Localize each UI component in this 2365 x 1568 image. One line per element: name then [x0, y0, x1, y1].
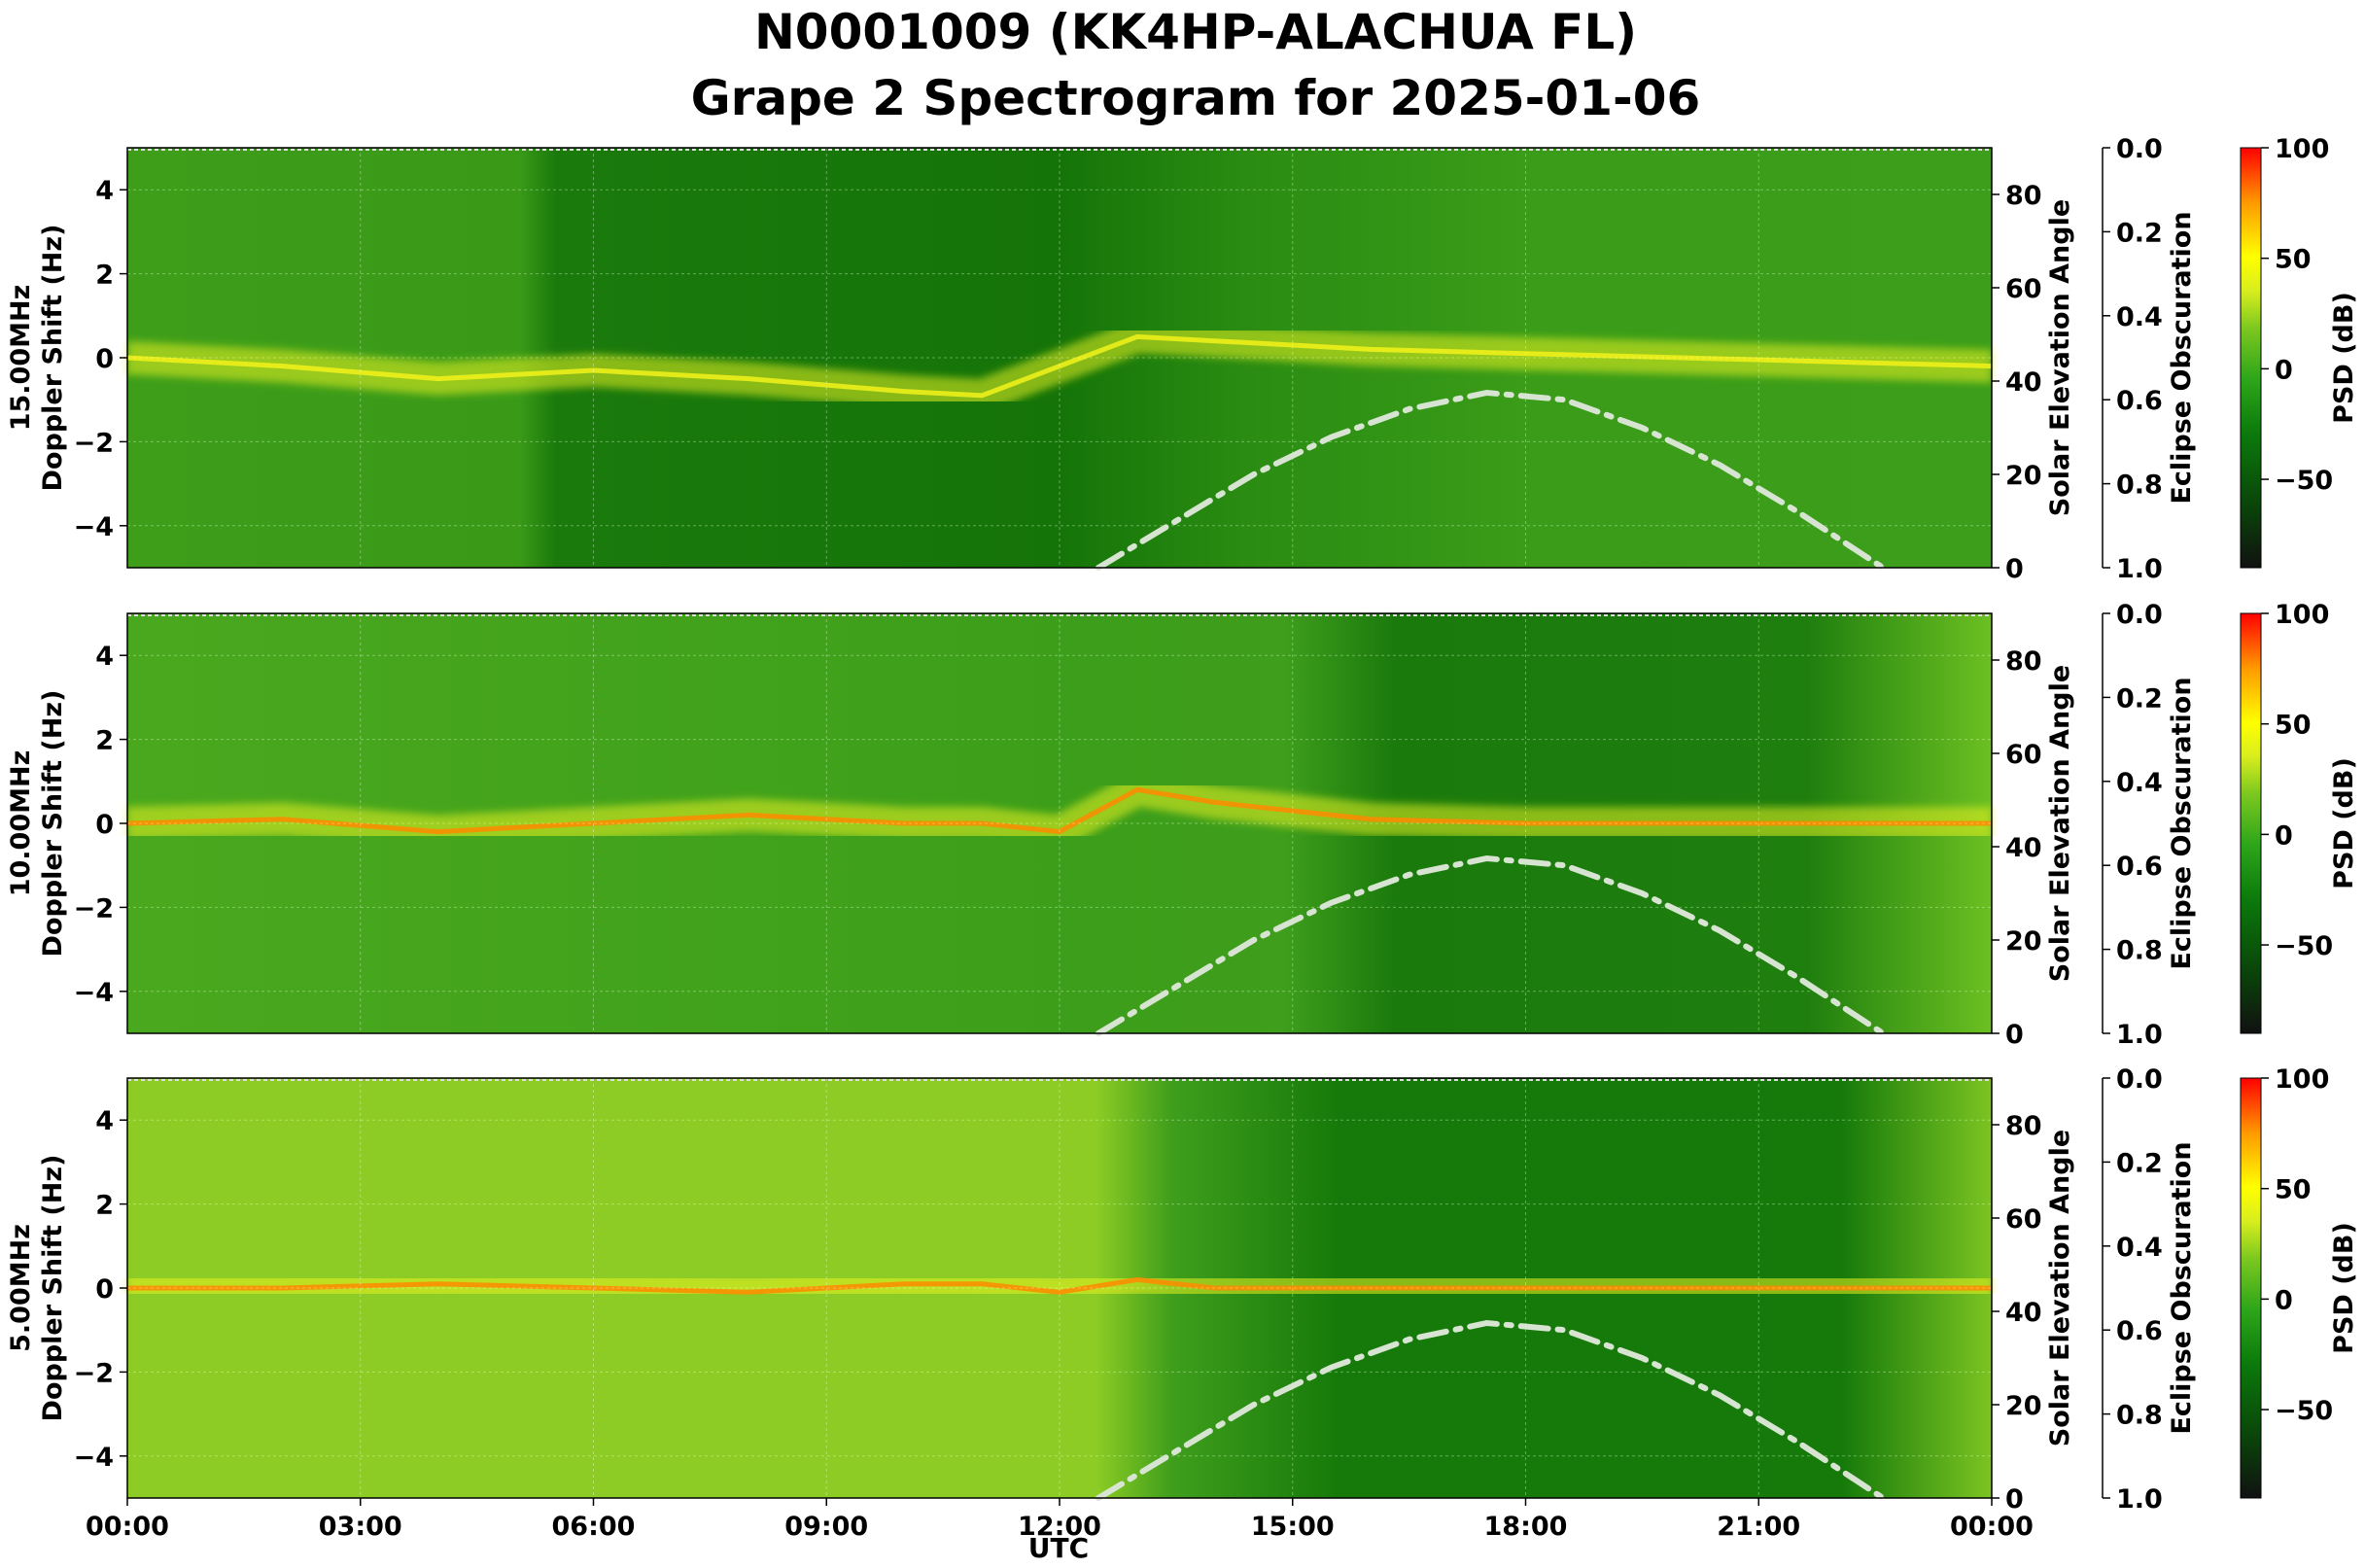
obsc-tick-label-1-1: 0.2 [2116, 683, 2163, 714]
y-label-frequency-2: 5.00MHz [6, 1224, 36, 1352]
obsc-tick-label-0-1: 0.2 [2116, 218, 2163, 248]
elev-tick-label-2-1: 60 [2005, 1204, 2042, 1235]
elev-tick-label-0-2: 40 [2005, 367, 2042, 398]
y-tick-label-2-0: 4 [95, 1106, 114, 1136]
y-tick-label-2-4: −4 [74, 1443, 114, 1473]
y-tick-label-1-1: 2 [95, 726, 114, 756]
title-line-2: Grape 2 Spectrogram for 2025-01-06 [691, 70, 1701, 126]
cb-tick-label-1-3: −50 [2275, 931, 2333, 961]
elev-tick-label-1-3: 20 [2005, 926, 2042, 957]
x-tick-label-8: 00:00 [1950, 1512, 2034, 1542]
elev-tick-label-1-4: 0 [2005, 1020, 2024, 1050]
elev-tick-label-2-2: 40 [2005, 1298, 2042, 1328]
obsc-axis-label-2: Eclipse Obscuration [2167, 1141, 2197, 1434]
obsc-tick-label-2-2: 0.4 [2116, 1233, 2163, 1263]
colorbar-label-2: PSD (dB) [2329, 1222, 2359, 1354]
cb-tick-label-2-1: 50 [2275, 1175, 2312, 1205]
x-tick-label-0: 00:00 [86, 1512, 169, 1542]
solar-elevation-curve-1 [1096, 854, 1887, 1036]
elev-tick-label-0-1: 60 [2005, 274, 2042, 304]
carrier-trace-0 [126, 333, 1993, 399]
colorbar-1 [2240, 612, 2262, 1034]
obsc-axis-label-1: Eclipse Obscuration [2167, 677, 2197, 969]
panels-group: 420−2−415.00MHz Doppler Shift (Hz)8060402… [6, 134, 2359, 1542]
x-tick-label-2: 06:00 [552, 1512, 636, 1542]
x-tick-label-6: 18:00 [1484, 1512, 1568, 1542]
colorbar-2 [2240, 1077, 2262, 1499]
elev-tick-label-1-0: 80 [2005, 646, 2042, 677]
colorbar-label-1: PSD (dB) [2329, 757, 2359, 889]
cb-tick-label-1-0: 100 [2275, 600, 2329, 630]
y-label-doppler-0: Doppler Shift (Hz) [38, 225, 68, 492]
obsc-tick-label-2-0: 0.0 [2116, 1064, 2163, 1095]
elev-tick-label-1-2: 40 [2005, 833, 2042, 863]
y-tick-label-2-3: −2 [74, 1358, 114, 1388]
y-label-doppler-2: Doppler Shift (Hz) [38, 1155, 68, 1422]
cb-tick-label-0-0: 100 [2275, 134, 2329, 164]
y-tick-label-0-0: 4 [95, 176, 114, 206]
x-tick-label-4: 12:00 [1018, 1512, 1101, 1542]
cb-tick-label-1-2: 0 [2275, 820, 2293, 851]
elev-tick-label-2-4: 0 [2005, 1484, 2024, 1515]
y-tick-label-1-0: 4 [95, 642, 114, 672]
y-tick-label-0-4: −4 [74, 512, 114, 542]
x-tick-label-7: 21:00 [1717, 1512, 1800, 1542]
cb-tick-label-0-1: 50 [2275, 245, 2312, 275]
obsc-tick-label-1-2: 0.4 [2116, 768, 2163, 798]
y-tick-label-0-1: 2 [95, 261, 114, 291]
obsc-tick-label-0-3: 0.6 [2116, 386, 2163, 416]
y-tick-label-0-3: −2 [74, 428, 114, 458]
obsc-tick-label-1-5: 1.0 [2116, 1020, 2163, 1050]
x-tick-label-1: 03:00 [319, 1512, 402, 1542]
cb-tick-label-1-1: 50 [2275, 711, 2312, 741]
y-tick-label-1-3: −2 [74, 893, 114, 923]
carrier-trace-2 [127, 1276, 1992, 1295]
obsc-tick-label-0-2: 0.4 [2116, 302, 2163, 332]
y-tick-label-1-4: −4 [74, 978, 114, 1008]
elev-tick-label-0-4: 0 [2005, 554, 2024, 584]
elev-axis-label-2: Solar Elevation Angle [2045, 1130, 2075, 1446]
obsc-tick-label-0-5: 1.0 [2116, 554, 2163, 584]
x-tick-label-5: 15:00 [1251, 1512, 1335, 1542]
y-label-doppler-1: Doppler Shift (Hz) [38, 690, 68, 958]
obsc-tick-label-2-1: 0.2 [2116, 1148, 2163, 1178]
obsc-tick-label-2-3: 0.6 [2116, 1316, 2163, 1346]
title-line-1: N0001009 (KK4HP-ALACHUA FL) [754, 4, 1637, 60]
y-tick-label-1-2: 0 [95, 810, 114, 840]
cb-tick-label-0-2: 0 [2275, 355, 2293, 385]
obsc-tick-label-0-0: 0.0 [2116, 134, 2163, 164]
solar-elevation-curve-2 [1096, 1319, 1887, 1501]
y-tick-label-2-2: 0 [95, 1274, 114, 1305]
y-tick-label-2-1: 2 [95, 1191, 114, 1221]
elev-tick-label-2-3: 20 [2005, 1391, 2042, 1421]
obsc-tick-label-0-4: 0.8 [2116, 470, 2163, 501]
cb-tick-label-2-2: 0 [2275, 1285, 2293, 1315]
obsc-tick-label-1-3: 0.6 [2116, 852, 2163, 882]
elev-tick-label-1-1: 60 [2005, 740, 2042, 770]
solar-elevation-curve-0 [1096, 389, 1887, 571]
x-axis-label: UTC [1028, 1532, 1089, 1564]
obsc-tick-label-1-0: 0.0 [2116, 600, 2163, 630]
elev-axis-label-1: Solar Elevation Angle [2045, 665, 2075, 982]
carrier-trace-1 [126, 786, 1992, 835]
colorbar-0 [2240, 147, 2262, 569]
x-tick-label-3: 09:00 [784, 1512, 868, 1542]
y-label-frequency-0: 15.00MHz [6, 285, 36, 432]
obsc-tick-label-2-4: 0.8 [2116, 1401, 2163, 1431]
y-label-frequency-1: 10.00MHz [6, 750, 36, 897]
obsc-tick-label-1-4: 0.8 [2116, 936, 2163, 966]
elev-tick-label-0-0: 80 [2005, 181, 2042, 211]
elev-tick-label-2-0: 80 [2005, 1111, 2042, 1141]
elev-axis-label-0: Solar Elevation Angle [2045, 199, 2075, 516]
cb-tick-label-2-3: −50 [2275, 1396, 2333, 1426]
obsc-tick-label-2-5: 1.0 [2116, 1484, 2163, 1515]
cb-tick-label-2-0: 100 [2275, 1064, 2329, 1095]
elev-tick-label-0-3: 20 [2005, 461, 2042, 491]
colorbar-label-0: PSD (dB) [2329, 292, 2359, 424]
obsc-axis-label-0: Eclipse Obscuration [2167, 211, 2197, 504]
cb-tick-label-0-3: −50 [2275, 466, 2333, 496]
y-tick-label-0-2: 0 [95, 344, 114, 374]
